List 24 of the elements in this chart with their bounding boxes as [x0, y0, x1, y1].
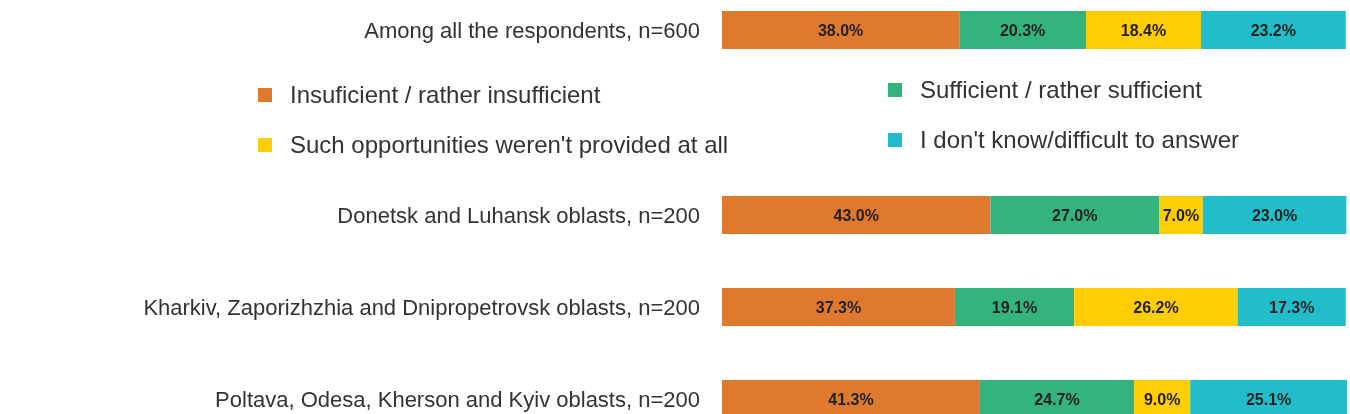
y-tick-label: Poltava, Odesa, Kherson and Kyiv oblasts, n=200	[215, 386, 700, 412]
data-label: 27.0%	[1052, 206, 1098, 224]
data-label: 23.0%	[1251, 206, 1298, 224]
data-label: 17.3%	[1269, 298, 1315, 316]
data-label: 37.3%	[815, 298, 862, 316]
legend-label: I don't know/difficult to answer	[920, 126, 1239, 154]
data-label: 9.0%	[1143, 390, 1181, 408]
data-label: 23.2%	[1250, 21, 1297, 39]
data-label: 24.7%	[1034, 390, 1080, 408]
legend-label: Sufficient / rather sufficient	[920, 76, 1203, 104]
data-label: 7.0%	[1162, 206, 1200, 224]
data-label: 25.1%	[1245, 390, 1292, 408]
y-tick-label: Kharkiv, Zaporizhzhia and Dnipropetrovsk oblasts, n=200	[143, 294, 700, 320]
data-label: 26.2%	[1133, 298, 1179, 316]
data-label: 20.3%	[999, 21, 1046, 39]
data-label: 18.4%	[1120, 21, 1167, 39]
data-label: 43.0%	[833, 206, 879, 224]
data-label: 19.1%	[991, 298, 1038, 316]
y-tick-label: Among all the respondents, n=600	[364, 17, 700, 43]
y-tick-label: Donetsk and Luhansk oblasts, n=200	[337, 202, 700, 228]
legend-label: Insuficient / rather insufficient	[290, 81, 601, 109]
data-label: 38.0%	[817, 21, 864, 39]
legend-label: Such opportunities weren't provided at all	[290, 131, 729, 159]
data-label: 41.3%	[828, 390, 874, 408]
